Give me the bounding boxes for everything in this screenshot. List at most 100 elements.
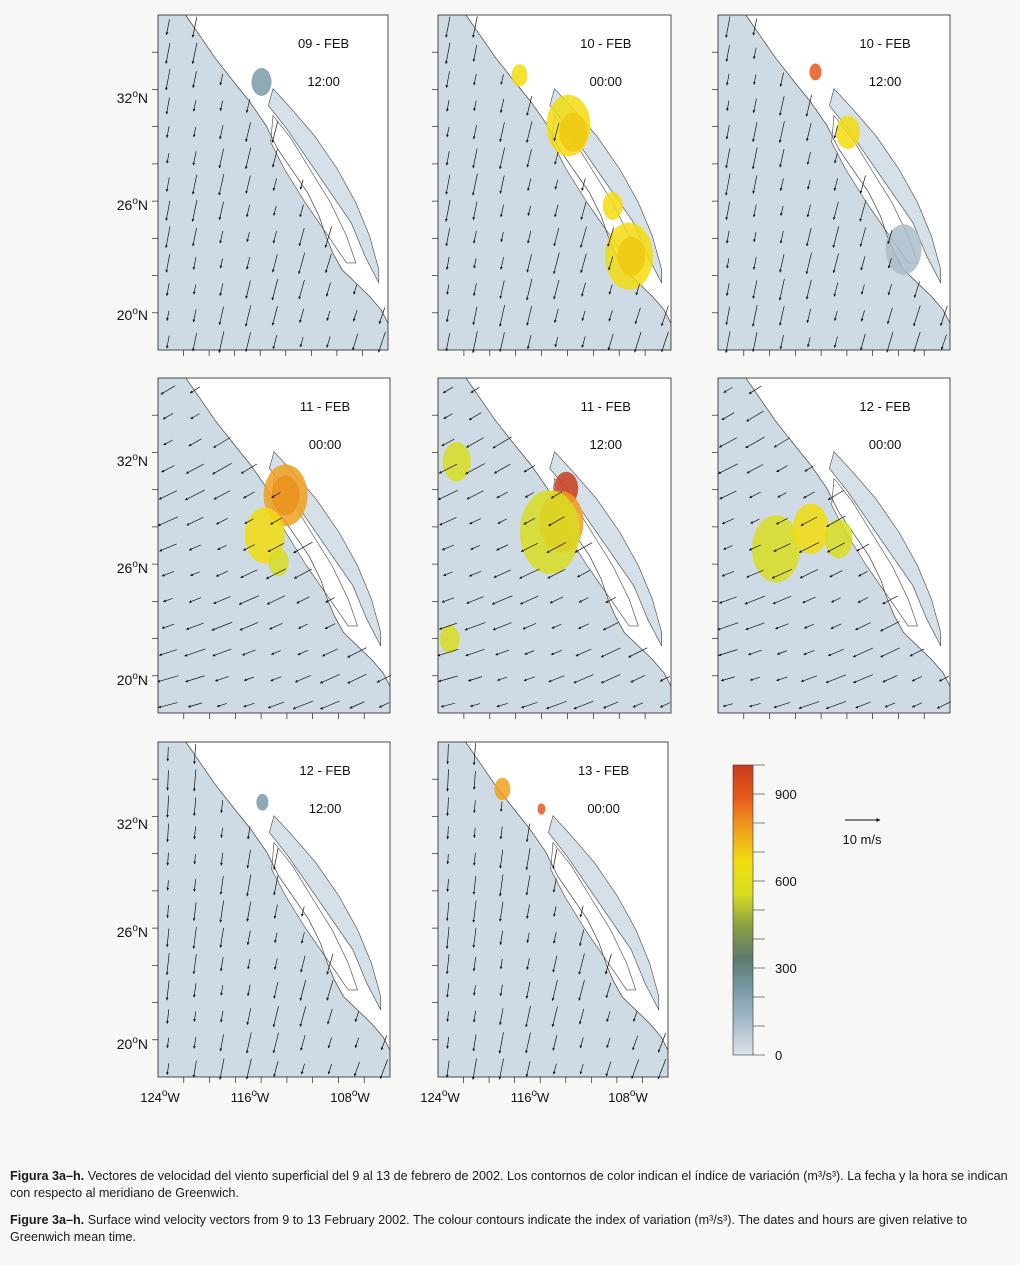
wind-vector	[606, 1037, 611, 1049]
wind-vector	[752, 280, 758, 299]
wind-vector	[160, 385, 176, 395]
wind-vector	[219, 124, 224, 140]
wind-vector	[798, 701, 820, 709]
wind-vector	[551, 623, 562, 629]
peninsula-land	[271, 841, 358, 991]
wind-vector	[326, 980, 334, 1001]
wind-vector	[161, 465, 175, 473]
wind-vector	[301, 906, 305, 917]
wind-vector	[445, 954, 450, 975]
coastline	[465, 741, 669, 1051]
wind-vector	[773, 702, 791, 709]
wind-vector	[832, 226, 840, 248]
coastline	[185, 14, 389, 324]
wind-vector	[218, 201, 224, 221]
wind-vector	[632, 1035, 639, 1051]
wind-vector	[440, 702, 455, 708]
wind-vector	[860, 284, 865, 295]
panel-date: 09 - FEB	[298, 36, 349, 51]
wind-vector	[325, 282, 331, 297]
wind-vector	[493, 569, 511, 578]
wind-vector	[354, 1037, 360, 1049]
wind-vector	[855, 701, 871, 709]
wind-vector	[219, 1034, 224, 1052]
variation-contour	[494, 777, 511, 801]
wind-vector	[298, 227, 305, 247]
wind-vector	[469, 518, 482, 525]
wind-vector	[267, 701, 285, 709]
caption-spanish-label: Figura 3a–h.	[10, 1169, 85, 1183]
wind-vector	[299, 336, 304, 348]
wind-vector	[911, 676, 923, 682]
wind-vector	[445, 174, 451, 195]
wind-vector	[271, 254, 278, 273]
wind-vector	[270, 517, 282, 525]
wind-vector	[776, 676, 788, 682]
wind-vector	[826, 542, 845, 553]
wind-vector	[446, 878, 450, 892]
wind-vector	[468, 570, 482, 577]
wind-vector	[215, 570, 228, 577]
wind-vector	[522, 623, 537, 630]
wind-vector	[446, 126, 450, 138]
wind-vector	[750, 518, 760, 524]
wind-vector	[446, 769, 449, 792]
wind-vector	[726, 258, 730, 269]
wind-vector	[438, 463, 458, 474]
wind-vector	[825, 674, 847, 684]
panel-date: 13 - FEB	[578, 763, 629, 778]
wind-vector	[245, 122, 251, 142]
latitude-label: 32oN	[117, 815, 148, 832]
wind-vector	[725, 124, 730, 140]
wind-vector	[721, 412, 735, 421]
wind-panel: 10 - FEB 12:00	[712, 14, 951, 356]
wind-vector	[166, 126, 170, 138]
wind-panel: 09 - FEB 12:00	[152, 14, 389, 356]
wind-vector	[218, 306, 224, 326]
panel-time: 12:00	[589, 437, 622, 452]
wind-vector	[833, 282, 839, 297]
wind-vector	[580, 201, 587, 220]
wind-vector	[833, 310, 838, 321]
axis-labels: 32oN 26oN 20oN 32oN 26oN 20oN 32oN 26oN 20oN 124o…	[117, 89, 649, 1105]
wind-vector	[578, 980, 585, 1001]
wind-vector	[165, 254, 171, 273]
wind-vector	[657, 1058, 667, 1080]
wind-vector	[578, 953, 585, 975]
wind-vector	[499, 147, 505, 170]
wind-vector	[445, 926, 450, 949]
wind-vector	[498, 874, 504, 897]
wind-vector	[349, 701, 365, 709]
colorbar-tick-label: 0	[775, 1048, 782, 1063]
wind-vector	[725, 148, 731, 169]
wind-vector	[521, 701, 538, 709]
wind-vector	[499, 332, 505, 352]
wind-vector	[718, 649, 738, 657]
wind-vector	[158, 702, 178, 709]
wind-vector	[245, 1058, 252, 1080]
wind-vector	[446, 1011, 450, 1022]
wind-vector	[779, 178, 784, 191]
wind-vector	[166, 795, 169, 818]
wind-vector	[326, 953, 334, 975]
wind-vector	[581, 336, 586, 348]
wind-vector	[191, 199, 198, 222]
wind-vector	[523, 517, 536, 525]
wind-vector	[319, 674, 340, 684]
wind-vector	[779, 254, 785, 273]
wind-vector	[220, 827, 224, 838]
wind-vector	[833, 178, 838, 191]
wind-panel: 11 - FEB 00:00	[152, 377, 392, 719]
wind-vector	[499, 930, 503, 946]
wind-vector	[446, 826, 450, 840]
wind-vector	[499, 98, 505, 114]
wind-vector	[299, 308, 305, 323]
wind-vector	[273, 958, 278, 970]
reference-vector-label: 10 m/s	[842, 832, 882, 847]
wind-vector	[604, 953, 612, 975]
wind-vector	[247, 958, 251, 970]
wind-vector	[473, 827, 476, 839]
wind-vector	[219, 100, 223, 112]
wind-vector	[526, 95, 533, 116]
